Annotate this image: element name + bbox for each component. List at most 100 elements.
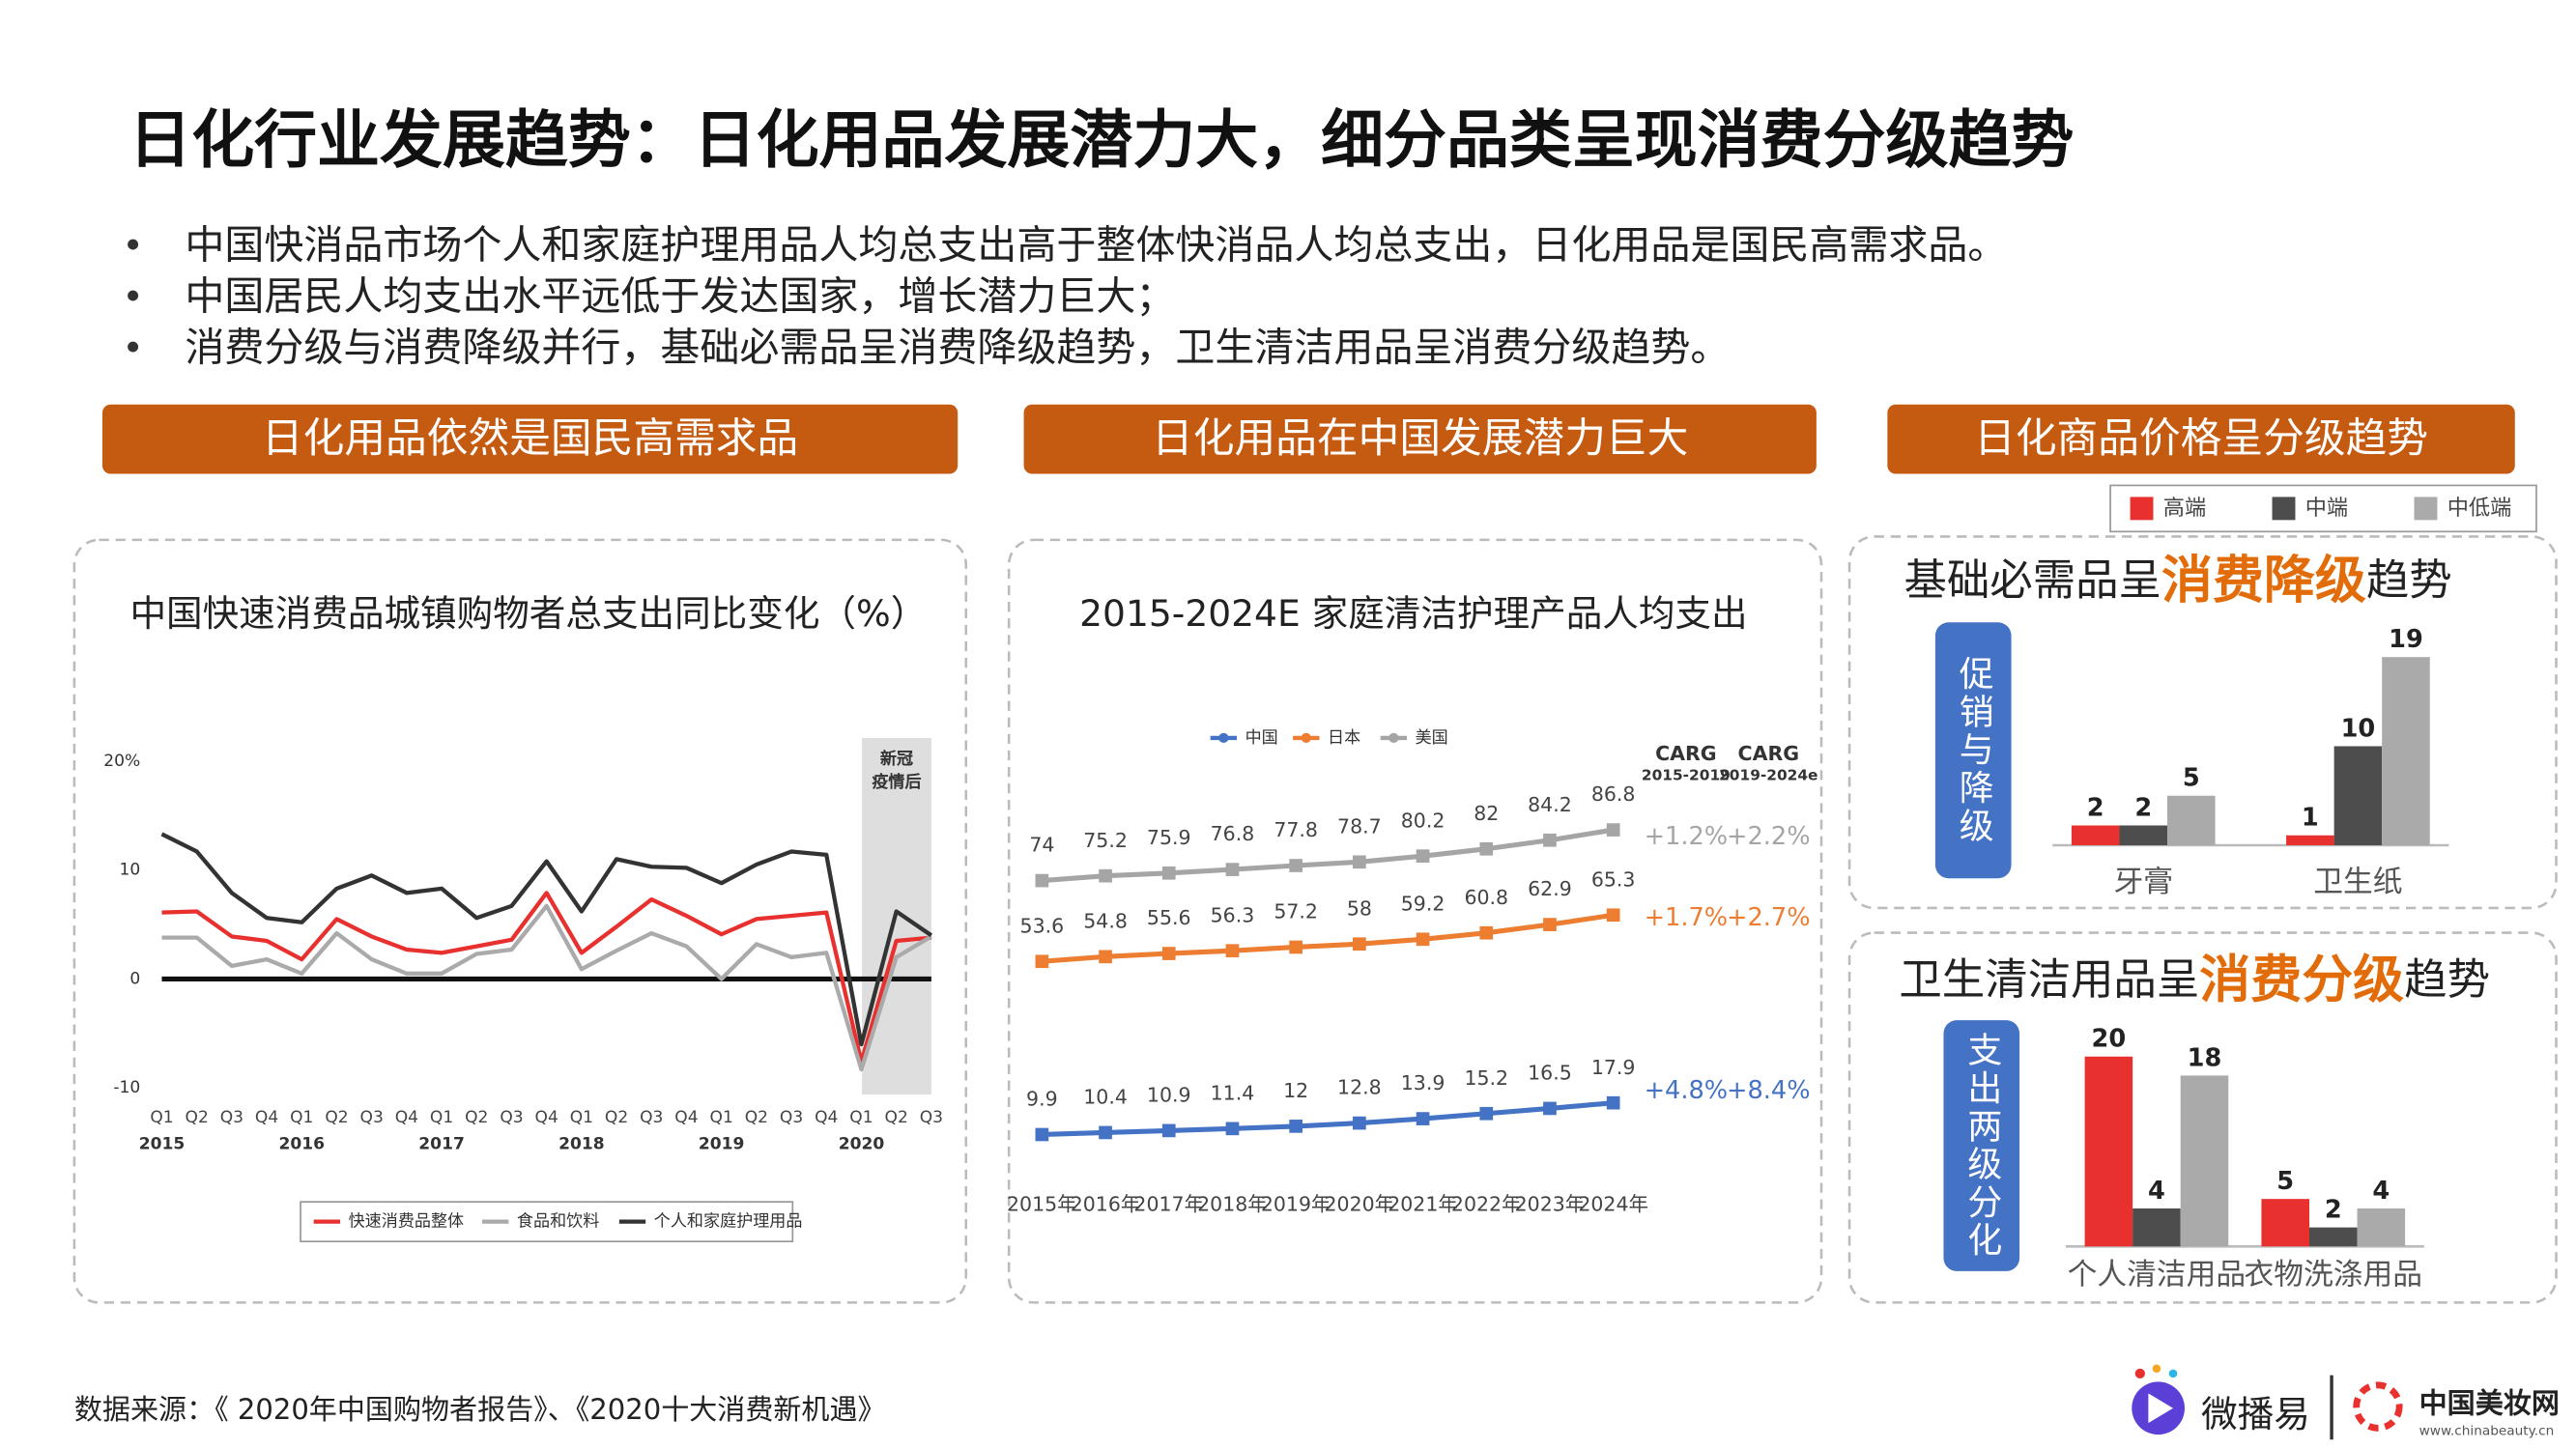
series-line [160,832,933,1047]
slide-title: 日化行业发展趋势：日化用品发展潜力大，细分品类呈现消费分级趋势 [129,104,2074,177]
chart-title: 中国快速消费品城镇购物者总支出同比变化（%） [129,592,927,635]
bar [2167,795,2216,846]
y-tick-label: 20% [103,752,140,771]
value-label: 9.9 [1026,1088,1058,1111]
cagr-period: 2015-2019 [1642,767,1731,784]
legend-marker [1218,732,1229,744]
value-label: 75.2 [1083,829,1128,852]
year-label: 2018 [558,1134,605,1153]
legend-swatch [2414,497,2438,521]
series-line [1042,1100,1614,1138]
point-marker [1353,855,1366,869]
x-tick-label: Q4 [395,1108,418,1127]
x-tick-label: Q4 [535,1108,558,1127]
cagr-label: +1.2% [1645,822,1729,851]
point-marker [1099,950,1112,964]
title-part: 趋势 [2366,555,2452,605]
year-label: 2019 [699,1134,745,1153]
title-part: 卫生清洁用品呈 [1899,955,2199,1005]
cagr-label: +8.4% [1727,1076,1811,1105]
series-line [161,891,932,1065]
point-marker [1353,937,1366,952]
legend-swatch [2272,497,2296,521]
bullet-dot: • [122,275,143,318]
legend-label: 快速消费品整体 [349,1212,465,1232]
x-tick-label: Q4 [674,1108,698,1127]
value-label: 57.2 [1274,900,1318,923]
category-label: 个人清洁用品 [2068,1258,2247,1293]
point-marker [1225,1122,1240,1136]
bar [2132,1208,2181,1247]
legend-marker [1301,732,1311,744]
point-marker [1035,954,1049,969]
value-label: 4 [2372,1177,2390,1206]
x-tick-label: 2021年 [1388,1193,1458,1216]
legend-label: 中端 [2305,496,2348,521]
legend-box [300,1201,794,1243]
point-marker [1479,1106,1494,1121]
source-note: 数据来源：《 2020年中国购物者报告》、《2020十大消费新机遇》 [74,1393,886,1426]
logo-dot [2134,1368,2145,1379]
point-marker [1225,863,1240,876]
value-label: 2 [2325,1196,2342,1225]
point-marker [1416,1112,1430,1125]
x-tick-label: 2024年 [1578,1193,1648,1216]
year-label: 2015 [139,1134,186,1153]
bar [2261,1199,2310,1247]
value-label: 17.9 [1591,1056,1636,1079]
x-tick-label: Q3 [220,1108,243,1127]
x-tick-label: Q3 [500,1108,523,1127]
value-label: 10.4 [1083,1086,1128,1109]
bar [2333,746,2383,846]
chart-title: 基础必需品呈消费降级趋势 [1903,551,2451,610]
section-header: 日化商品价格呈分级趋势 [1974,414,2428,463]
bar [2180,1075,2229,1247]
point-marker [1479,925,1494,940]
value-label: 2 [2134,793,2152,822]
panels [72,535,2558,1304]
value-label: 5 [2183,764,2200,793]
bar [2357,1208,2406,1247]
bullet-text: 中国快消品市场个人和家庭护理用品人均总支出高于整体快消品人均总支出，日化用品是国… [185,221,2007,268]
x-tick-label: 2019年 [1261,1193,1331,1216]
point-marker [1161,947,1176,960]
cagr-label: +4.8% [1645,1076,1729,1105]
value-label: 80.2 [1401,809,1445,832]
value-label: 18 [2188,1043,2222,1072]
point-marker [1543,833,1557,847]
x-tick-label: Q1 [849,1108,873,1127]
series-line [1042,912,1615,964]
year-label: 2020 [839,1134,885,1153]
value-label: 60.8 [1464,886,1508,909]
bullet-dot: • [122,327,143,369]
legend-label: 个人和家庭护理用品 [654,1212,803,1232]
value-label: 20 [2092,1025,2127,1054]
logo-dot [2152,1364,2161,1374]
value-label: 13.9 [1401,1071,1445,1094]
value-label: 76.8 [1211,822,1255,845]
x-tick-label: Q3 [360,1108,384,1127]
partner-icon [2353,1381,2403,1432]
bullet-dot: • [122,224,143,267]
value-label: 1 [2302,804,2319,833]
section-header: 日化用品依然是国民高需求品 [262,414,798,463]
point-marker [1225,944,1240,958]
x-tick-label: Q2 [605,1108,628,1127]
legend-swatch [2130,497,2154,521]
point-marker [1353,1116,1366,1130]
side-label-bg [1943,1020,2020,1271]
bar [2119,825,2168,846]
bar [2382,657,2430,846]
title-part: 趋势 [2404,955,2490,1005]
annotation: 疫情后 [872,772,921,792]
x-tick-label: 2020年 [1325,1193,1395,1216]
bullet-text: 消费分级与消费降级并行，基础必需品呈消费降级趋势，卫生清洁用品呈消费分级趋势。 [185,324,1730,370]
value-label: 15.2 [1464,1066,1508,1090]
value-label: 54.8 [1083,909,1128,932]
side-label: 促销与降级 [1954,655,1994,845]
x-tick-label: Q1 [430,1108,453,1127]
value-label: 4 [2148,1177,2165,1206]
panel [72,538,968,1304]
year-label: 2017 [418,1134,465,1153]
